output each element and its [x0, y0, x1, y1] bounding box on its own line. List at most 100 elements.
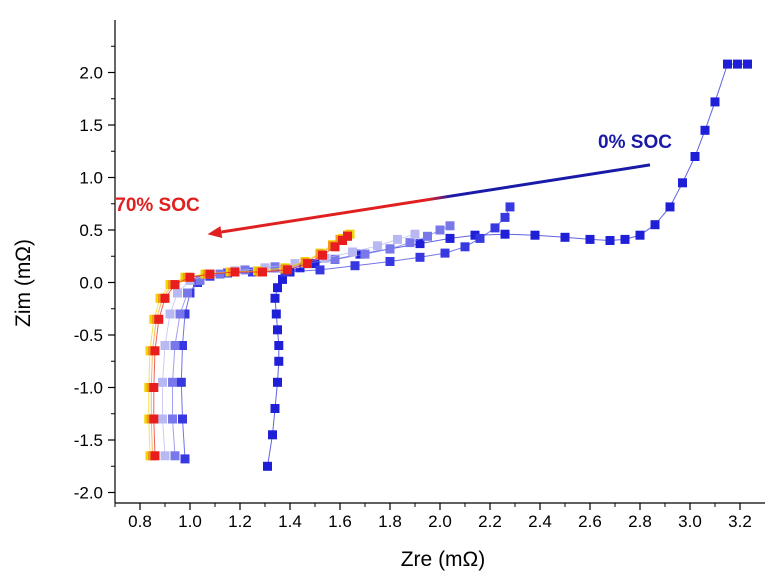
series-6-point: [330, 242, 340, 252]
y-tick-label: -1.0: [74, 379, 103, 398]
series-0-point: [445, 233, 455, 243]
series-0-point: [585, 234, 595, 244]
series-1-point: [475, 233, 485, 243]
series-0-point: [620, 234, 630, 244]
series-0-point: [274, 341, 284, 350]
series-6-point: [160, 293, 170, 303]
series-3-point: [348, 247, 357, 257]
series-6-point: [230, 267, 240, 277]
series-1-point: [180, 309, 190, 319]
series-2-point: [183, 288, 192, 298]
series-0-point: [415, 239, 425, 249]
series-6-point: [170, 280, 180, 290]
series-0-point: [700, 125, 710, 135]
series-3-point: [158, 377, 167, 387]
series-0-point: [278, 274, 287, 284]
series-6-point: [258, 267, 267, 277]
series-1-point: [178, 414, 187, 424]
series-2-point: [445, 221, 455, 231]
y-tick-label: -1.5: [74, 431, 103, 450]
x-tick-label: 3.0: [678, 512, 702, 531]
x-tick-label: 3.2: [728, 512, 752, 531]
series-2-point: [405, 238, 415, 248]
x-tick-label: 2.6: [578, 512, 602, 531]
series-1-point: [460, 242, 470, 252]
series-3-point: [393, 234, 402, 244]
series-0-point: [270, 404, 280, 413]
arrow-head-icon: [207, 226, 223, 238]
series-1-point: [490, 223, 500, 233]
series-0-point: [268, 430, 277, 440]
series-6-point: [303, 259, 312, 269]
series-1-point: [315, 265, 325, 275]
series-0-point: [270, 293, 280, 303]
x-tick-label: 1.4: [278, 512, 302, 531]
y-tick-label: 1.5: [79, 116, 103, 135]
x-tick-label: 2.2: [478, 512, 502, 531]
y-tick-label: 1.0: [79, 169, 103, 188]
series-6-point: [149, 383, 159, 392]
y-tick-label: 2.0: [79, 64, 103, 83]
series-3-point: [165, 309, 175, 319]
x-axis-title: Zre (mΩ): [401, 548, 486, 571]
y-tick-label: -0.5: [74, 326, 103, 345]
y-axis-title: Zim (mΩ): [12, 239, 35, 327]
series-2-point: [195, 275, 205, 285]
series-0-point: [710, 97, 720, 107]
series-0-point: [271, 309, 281, 319]
series-6-point: [283, 265, 292, 275]
series-6-point: [338, 236, 347, 245]
series-1-point: [415, 252, 425, 262]
series-6-point: [150, 451, 160, 461]
series-6-point: [150, 346, 160, 356]
series-0-point: [723, 59, 732, 69]
series-1-point: [350, 261, 360, 271]
series-3-point: [290, 259, 300, 269]
series-0-point: [500, 229, 510, 239]
series-2-point: [330, 254, 340, 264]
series-2-point: [170, 341, 180, 350]
series-2-point: [423, 231, 432, 241]
series-2-point: [170, 451, 180, 461]
series-2-point: [360, 249, 370, 259]
series-3-point: [373, 241, 382, 251]
soc-trend-arrow: [221, 163, 651, 234]
series-6-point: [154, 314, 164, 324]
annotation-0-soc: 0% SOC: [598, 132, 672, 153]
series-6-point: [149, 414, 159, 424]
annotation-70-soc: 70% SOC: [115, 195, 200, 216]
x-tick-label: 2.8: [628, 512, 652, 531]
series-2-point: [175, 309, 185, 319]
series-2-point: [168, 414, 177, 424]
series-6-point: [343, 231, 352, 241]
y-tick-label: 0.0: [79, 274, 103, 293]
x-tick-label: 1.8: [378, 512, 402, 531]
series-0-point: [560, 232, 570, 242]
series-3-point: [158, 414, 167, 424]
series-2-point: [215, 269, 225, 279]
series-0-point: [743, 59, 752, 69]
series-2-point: [435, 225, 445, 235]
series-2-point: [385, 244, 395, 254]
series-0-point: [605, 236, 615, 245]
annotations: 0% SOC 70% SOC: [115, 132, 672, 238]
x-ticks: 0.8 1.0 1.2 1.4 1.6 1.8 2.0 2.2 2.4 2.6 2.8 3.0 3.2: [114, 503, 752, 531]
series-0-point: [690, 152, 700, 161]
series-0-point: [295, 263, 305, 273]
x-tick-label: 2.0: [428, 512, 452, 531]
series-0-point: [635, 230, 645, 240]
series-0-point: [310, 259, 320, 269]
x-tick-label: 1.2: [228, 512, 252, 531]
series-0-point: [530, 230, 540, 240]
series-3-point: [410, 229, 420, 239]
series-1-point: [385, 257, 395, 266]
x-tick-label: 0.8: [128, 512, 152, 531]
x-tick-label: 1.6: [328, 512, 352, 531]
series-1-point: [180, 454, 190, 464]
series-3-point: [160, 451, 170, 461]
x-tick-label: 2.4: [528, 512, 552, 531]
series-6-point: [185, 272, 195, 282]
series-0-point: [650, 220, 660, 230]
